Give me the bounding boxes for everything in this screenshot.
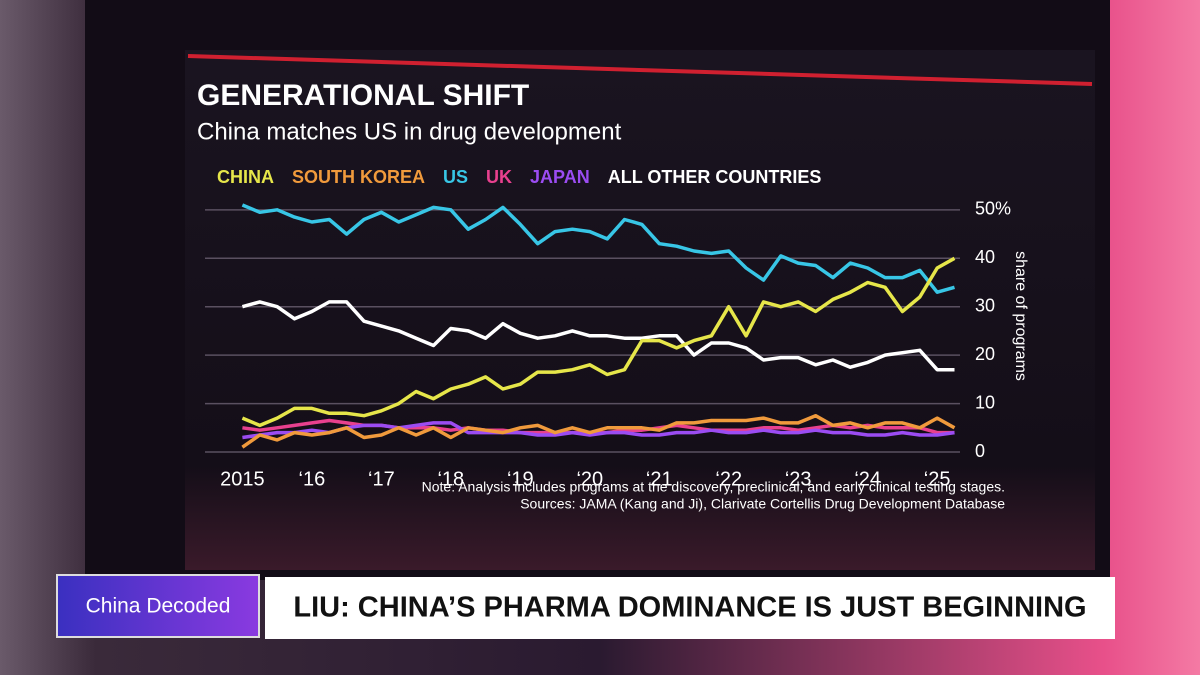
y-tick-label: 10 — [975, 392, 995, 412]
y-tick-label: 0 — [975, 441, 985, 461]
x-tick-label: ‘18 — [437, 468, 464, 490]
legend-entry: US — [443, 167, 468, 187]
x-tick-label: ‘20 — [576, 468, 603, 490]
series-line — [241, 256, 956, 428]
plot: 0 10 20 30 40 50% 2015 ‘16 ‘17 ‘18 ‘19 ‘20 ‘21 ‘22 ‘23… — [205, 199, 1011, 490]
legend-entry: UK — [486, 167, 512, 187]
legend-entry: JAPAN — [530, 167, 590, 187]
chart-subtitle: China matches US in drug development — [197, 118, 622, 145]
y-axis-label: share of programs — [1012, 251, 1029, 381]
y-tick-label: 20 — [975, 344, 995, 364]
y-tick-label: 30 — [975, 295, 995, 315]
x-tick-label: ‘22 — [715, 468, 742, 490]
headline-box — [265, 577, 1115, 639]
x-tick-label: ‘25 — [924, 468, 951, 490]
chart-panel — [185, 50, 1095, 570]
legend-entry: SOUTH KOREA — [292, 167, 425, 187]
legend-entry: ALL OTHER COUNTRIES — [608, 167, 822, 187]
accent-line — [187, 54, 1093, 86]
series-line — [242, 421, 955, 440]
y-tick-label: 40 — [975, 247, 995, 267]
source: Sources: JAMA (Kang and Ji), Clarivate C… — [520, 496, 1005, 512]
note: Note: Analysis includes programs at the … — [422, 479, 1005, 495]
x-tick-label: ‘21 — [646, 468, 673, 490]
x-tick-label: ‘17 — [368, 468, 395, 490]
x-tick-label: ‘16 — [299, 468, 326, 490]
x-tick-label: 2015 — [220, 468, 265, 490]
show-name: China Decoded — [86, 595, 231, 618]
x-tick-label: ‘23 — [785, 468, 812, 490]
x-tick-label: ‘19 — [507, 468, 534, 490]
legend: CHINA SOUTH KOREA US UK JAPAN ALL OTHER COUNT… — [217, 167, 821, 187]
y-tick-label: 50% — [975, 199, 1011, 219]
chart-title: GENERATIONAL SHIFT — [197, 79, 529, 112]
x-tick-label: ‘24 — [854, 468, 881, 490]
series-line — [241, 203, 955, 294]
legend-entry: CHINA — [217, 167, 274, 187]
show-tag — [56, 574, 260, 638]
headline: LIU: CHINA’S PHARMA DOMINANCE IS JUST BE… — [293, 592, 1086, 624]
series-line — [241, 413, 956, 449]
series-line — [241, 300, 955, 372]
